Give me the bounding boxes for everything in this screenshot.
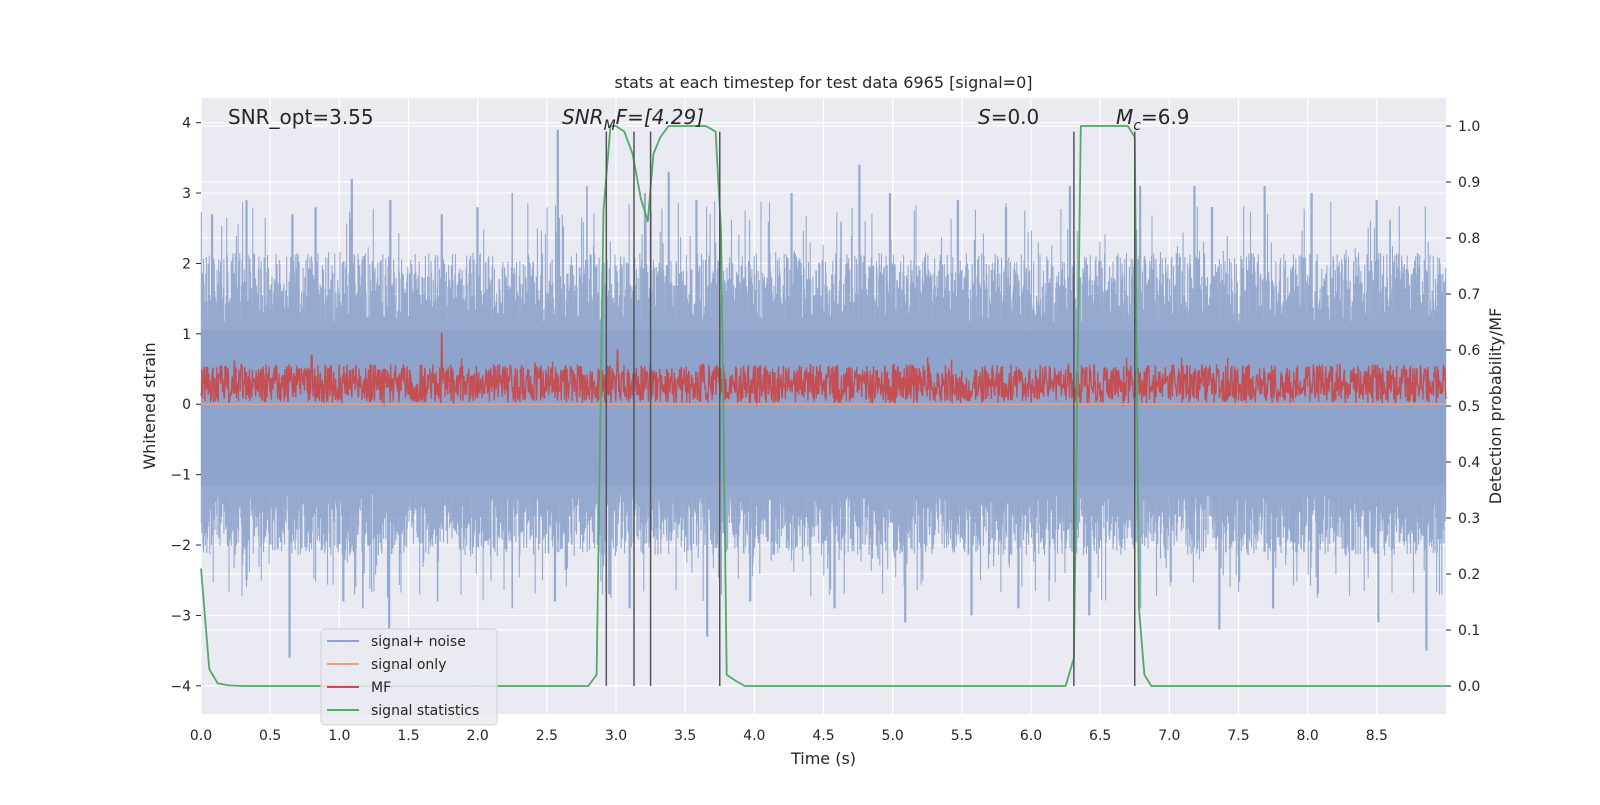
x-axis-label: Time (s) [790, 749, 856, 768]
y2-tick-label: 0.2 [1458, 567, 1480, 583]
x-tick-label: 8.0 [1297, 728, 1319, 744]
x-tick-label: 1.0 [328, 728, 350, 744]
legend-entry-signal-noise: signal+ noise [327, 634, 466, 650]
x-tick-label: 0.0 [190, 728, 212, 744]
y2-tick-label: 0.7 [1458, 287, 1480, 303]
y2-tick-label: 0.5 [1458, 399, 1480, 415]
y2-tick-label: 1.0 [1458, 119, 1480, 135]
y-tick-label: 0 [182, 397, 191, 413]
annotation-snr-mf-main: SNR [562, 105, 604, 129]
y-axis-label: Whitened strain [140, 342, 159, 469]
y2-tick-label: 0.4 [1458, 455, 1480, 471]
annotation-snr-opt: SNR_opt=3.55 [228, 105, 374, 129]
x-tick-label: 6.5 [1089, 728, 1111, 744]
mf-series [200, 332, 1447, 407]
y-tick-label: −1 [170, 468, 191, 484]
y-tick-label: 2 [182, 256, 191, 272]
x-tick-label: 0.5 [259, 728, 281, 744]
legend-entry-signal-only: signal only [327, 657, 446, 673]
signal-statistics-line [200, 125, 1446, 687]
x-tick-label: 2.0 [467, 728, 489, 744]
annotation-snr-mf-value: F=[4.29] [616, 105, 704, 129]
annotation-s-main: S [978, 105, 991, 129]
x-tick-label: 4.5 [812, 728, 834, 744]
x-tick-label: 2.5 [536, 728, 558, 744]
y-tick-label: 1 [182, 327, 191, 343]
legend-label-mf: MF [371, 680, 391, 696]
legend-entry-signal-statistics: signal statistics [327, 703, 479, 719]
x-tick-label: 7.5 [1227, 728, 1249, 744]
y2-tick-label: 0.0 [1458, 679, 1480, 695]
x-tick-label: 8.5 [1366, 728, 1388, 744]
x-tick-label: 3.5 [674, 728, 696, 744]
annotation-mc: Mc=6.9 [1116, 105, 1190, 134]
annotation-mc-main: M [1116, 105, 1133, 129]
x-tick-label: 3.0 [605, 728, 627, 744]
legend-box [320, 628, 498, 726]
chart-title: stats at each timestep for test data 696… [614, 73, 1032, 92]
legend-entry-mf: MF [327, 680, 391, 696]
legend-label-signal-statistics: signal statistics [371, 703, 479, 719]
y-tick-label: −2 [170, 538, 191, 554]
y2-tick-label: 0.8 [1458, 231, 1480, 247]
y-tick-label: −3 [170, 608, 191, 624]
signal-noise-core [201, 330, 1446, 486]
annotation-snr-mf-subscript: M [604, 118, 616, 134]
signal-statistics-series [200, 125, 1446, 687]
annotation-snr-mf: SNRMF=[4.29] [562, 105, 704, 134]
legend-label-signal-only: signal only [371, 657, 446, 673]
signal-noise-series [200, 129, 1447, 658]
y2-tick-label: 0.9 [1458, 175, 1480, 191]
vertical-marker-lines [605, 131, 1136, 686]
y2-tick-label: 0.3 [1458, 511, 1480, 527]
x-tick-label: 5.5 [951, 728, 973, 744]
annotation-mc-value: =6.9 [1141, 105, 1190, 129]
annotation-s: S=0.0 [978, 105, 1039, 129]
annotation-s-value: =0.0 [991, 105, 1040, 129]
legend: signal+ noise signal only MF signal stat… [320, 628, 498, 726]
y-tick-label: 4 [182, 116, 191, 132]
x-tick-label: 5.0 [882, 728, 904, 744]
y-tick-label: −4 [170, 679, 191, 695]
x-tick-label: 7.0 [1158, 728, 1180, 744]
y-tick-label: 3 [182, 186, 191, 202]
annotation-mc-subscript: c [1133, 118, 1141, 134]
tick-labels: 0.0 0.5 1.0 1.5 2.0 2.5 3.0 3.5 4.0 4.5 5.0 5.5 6.0 6… [170, 116, 1480, 744]
x-tick-label: 1.5 [397, 728, 419, 744]
y2-tick-label: 0.6 [1458, 343, 1480, 359]
y2-axis-label: Detection probability/MF [1486, 308, 1505, 505]
x-tick-label: 6.0 [1020, 728, 1042, 744]
x-tick-label: 4.0 [743, 728, 765, 744]
y2-tick-label: 0.1 [1458, 623, 1480, 639]
legend-label-signal-noise: signal+ noise [371, 634, 466, 650]
mf-line [200, 332, 1447, 407]
